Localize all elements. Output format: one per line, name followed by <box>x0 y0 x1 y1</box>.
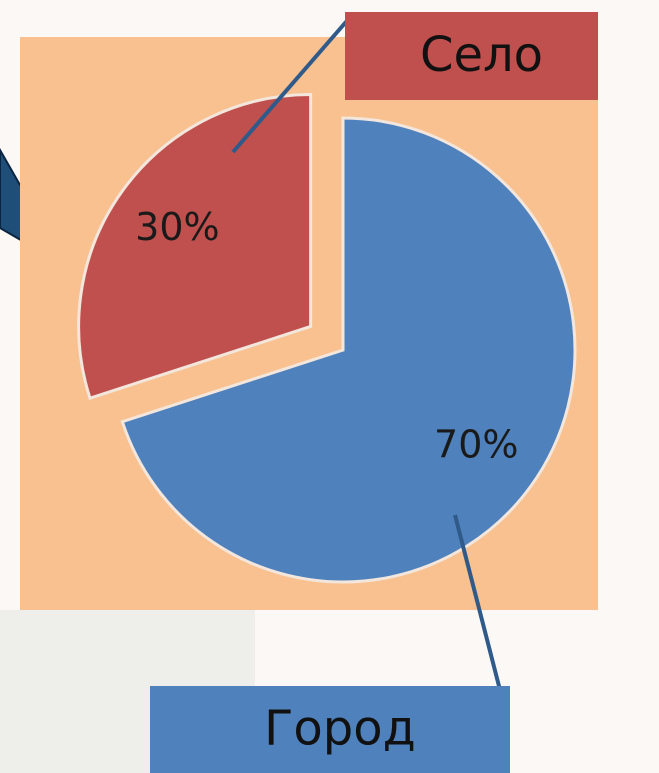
pie-slice <box>77 92 313 401</box>
pie: 70% 30% <box>77 92 577 584</box>
value-label: 30% <box>135 205 219 249</box>
category-labels: Город Село <box>150 12 598 773</box>
leader-line <box>231 13 354 154</box>
leader-line <box>453 514 502 691</box>
category-label: Город <box>264 701 416 757</box>
category-label: Село <box>420 27 543 83</box>
category-box <box>345 12 598 100</box>
category-box <box>150 686 510 773</box>
value-label: 70% <box>434 422 518 466</box>
pie-slice <box>120 116 577 584</box>
